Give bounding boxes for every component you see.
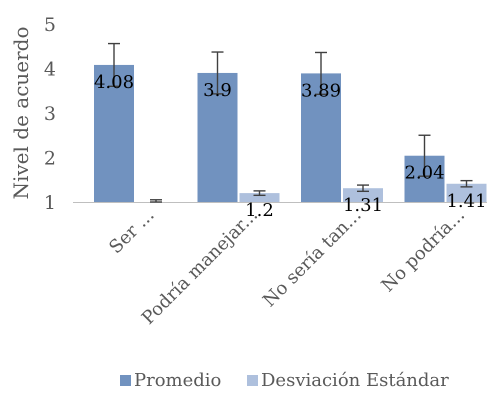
bars-layer: [94, 64, 487, 203]
x-tick-label: Podría manejar...: [138, 205, 262, 329]
y-tick-label: 1: [44, 192, 56, 214]
x-tick-label: Ser ...: [105, 205, 158, 258]
x-tick-label: No podría...: [377, 205, 469, 297]
y-tick-label: 5: [44, 14, 56, 36]
legend-swatch-1: [247, 375, 258, 386]
bar-desviacion-3: [446, 183, 487, 202]
data-label: 3.89: [301, 80, 341, 101]
data-label: 3.9: [203, 80, 232, 101]
bar-desviacion-2: [343, 188, 383, 202]
data-label: 1.41: [446, 191, 486, 212]
legend-label-1: Desviación Estándar: [261, 370, 449, 391]
bar-desviacion-1: [239, 193, 280, 202]
legend: Promedio Desviación Estándar: [120, 370, 449, 391]
y-axis-ticks: 1 2 3 4 5: [44, 14, 56, 214]
data-label: 4.08: [94, 72, 134, 93]
bar-promedio-0: [94, 64, 134, 202]
legend-swatch-0: [120, 375, 131, 386]
y-tick-label: 3: [44, 103, 56, 125]
data-labels-layer: 4.08 3.9 1.2 3.89 1.31 2.041.41: [94, 72, 487, 221]
x-tick-label: No sería tan...: [259, 205, 366, 312]
y-axis-label: Nivel de acuerdo: [9, 26, 33, 199]
y-tick-label: 2: [44, 148, 56, 170]
data-label: 1.2: [245, 200, 274, 221]
legend-label-0: Promedio: [134, 370, 221, 391]
error-bars-layer: [108, 42, 473, 203]
y-tick-label: 4: [44, 59, 56, 81]
x-axis-ticks: Ser ...Podría manejar...No sería tan... N…: [105, 205, 469, 329]
data-label: 2.04: [404, 163, 444, 184]
data-label: 1.31: [343, 195, 383, 216]
